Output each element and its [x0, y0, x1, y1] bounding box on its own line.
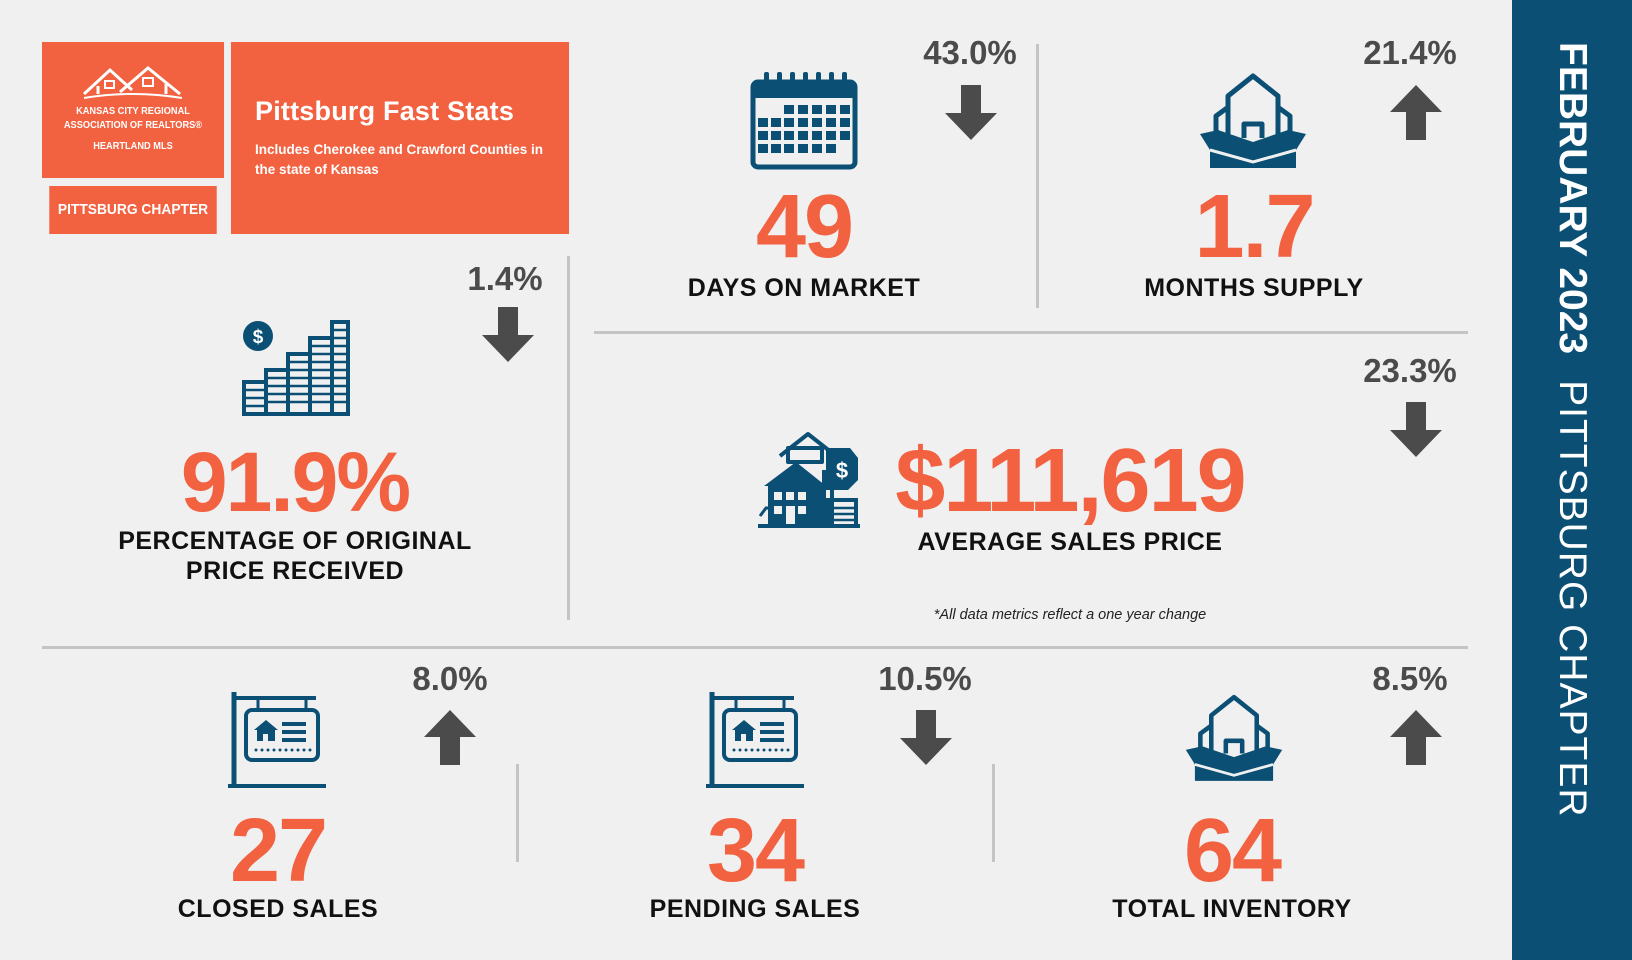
svg-text:$: $	[836, 458, 848, 483]
svg-text:$: $	[253, 327, 264, 348]
stat-label-line-2: PRICE RECEIVED	[185, 557, 405, 585]
arrow-up-icon	[424, 710, 476, 765]
stat-label: MONTHS SUPPLY	[1144, 274, 1364, 302]
houses-price-tag-icon: $	[758, 432, 860, 528]
arrow-up-icon	[1390, 710, 1442, 765]
logo-line-2: ASSOCIATION OF REALTORS®	[63, 119, 203, 131]
association-logo: KANSAS CITY REGIONAL ASSOCIATION OF REAL…	[42, 42, 224, 178]
houses-in-box-icon	[1185, 694, 1283, 781]
stat-label: CLOSED SALES	[177, 895, 379, 923]
divider	[992, 764, 995, 862]
for-sale-sign-icon	[706, 692, 804, 788]
divider	[1036, 44, 1039, 308]
sidebar-chapter: PITTSBURG CHAPTER	[1551, 380, 1594, 818]
calendar-icon	[750, 72, 858, 170]
arrow-down-icon	[1390, 402, 1442, 457]
stat-value: 64	[1183, 801, 1282, 901]
change-percent: 10.5%	[878, 660, 972, 697]
stat-label: AVERAGE SALES PRICE	[917, 528, 1223, 556]
coin-stacks-icon: $	[242, 320, 350, 416]
logo-line-3: HEARTLAND MLS	[93, 140, 173, 152]
page-subtitle: Includes Cherokee and Crawford Counties …	[255, 142, 544, 177]
divider	[567, 256, 570, 620]
houses-roof-icon	[82, 66, 183, 99]
stat-label: DAYS ON MARKET	[687, 274, 921, 302]
title-panel: Pittsburg Fast Stats Includes Cherokee a…	[231, 42, 569, 234]
page-title: Pittsburg Fast Stats	[255, 96, 515, 126]
change-percent: 21.4%	[1363, 34, 1457, 71]
for-sale-sign-icon	[228, 692, 326, 788]
divider	[516, 764, 519, 862]
change-percent: 1.4%	[467, 260, 543, 297]
change-percent: 8.5%	[1372, 660, 1448, 697]
arrow-down-icon	[945, 85, 997, 140]
sidebar-band: FEBRUARY 2023 PITTSBURG CHAPTER	[1512, 0, 1632, 960]
stat-value: 91.9%	[180, 435, 411, 529]
change-percent: 23.3%	[1363, 352, 1457, 389]
stat-value: 34	[706, 801, 805, 901]
report-month: FEBRUARY 2023	[1551, 42, 1594, 355]
stat-value: 49	[755, 177, 854, 277]
arrow-up-icon	[1390, 85, 1442, 140]
chapter-label: PITTSBURG CHAPTER	[49, 186, 217, 234]
divider	[594, 331, 1468, 334]
logo-line-1: KANSAS CITY REGIONAL	[76, 105, 190, 117]
stat-value: 1.7	[1194, 177, 1315, 277]
footnote: *All data metrics reflect a one year cha…	[933, 607, 1207, 623]
stat-label: PERCENTAGE OF ORIGINAL PRICE RECEIVED	[90, 526, 500, 586]
stat-value: 27	[229, 801, 328, 901]
change-percent: 43.0%	[923, 34, 1017, 71]
stat-label-line-1: PERCENTAGE OF ORIGINAL	[118, 527, 472, 555]
stat-value: $111,619	[895, 431, 1246, 531]
arrow-down-icon	[900, 710, 952, 765]
divider	[42, 646, 1468, 649]
arrow-down-icon	[482, 307, 534, 362]
stat-label: PENDING SALES	[649, 895, 861, 923]
change-percent: 8.0%	[412, 660, 488, 697]
stat-label: TOTAL INVENTORY	[1112, 895, 1352, 923]
houses-in-box-icon	[1200, 73, 1306, 168]
